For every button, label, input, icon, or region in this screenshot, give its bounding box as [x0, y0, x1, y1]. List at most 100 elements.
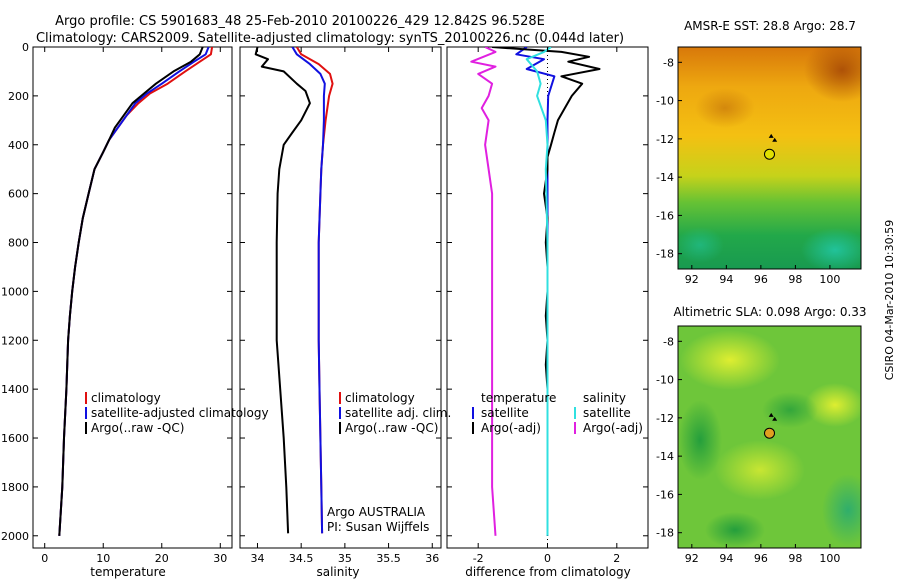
difference-legend-temperature-header: temperature: [481, 391, 556, 405]
difference-legend-temp-argo: Argo(-adj): [481, 421, 541, 435]
difference-series-0-line: [515, 47, 556, 536]
figure-title-line2: Climatology: CARS2009. Satellite-adjuste…: [36, 31, 624, 46]
temperature-series-0-line: [58, 47, 214, 536]
sla_map-xtick-label: 92: [685, 552, 699, 565]
salinity-legend-satellite: satellite adj. clim.: [345, 406, 451, 420]
difference-xtick-label: 2: [613, 552, 620, 565]
difference-xticks: -2 0 2: [473, 47, 620, 565]
difference-series-1-line: [492, 47, 601, 536]
sla_map-float-position-marker: [764, 427, 775, 439]
footer-timestamp: CSIRO 04-Mar-2010 10:30:59: [883, 220, 896, 381]
sla-high-patch-east: [805, 383, 861, 427]
temperature-xlabel: temperature: [90, 565, 165, 579]
salinity-annotation-line2: PI: Susan Wijffels: [327, 520, 429, 534]
sst-map-panel: AMSR-E SST: 28.8 Argo: 28.7 92 94 96 98 100 …: [656, 19, 862, 286]
sla_map-xtick-label: 94: [719, 552, 733, 565]
difference-legend-temp-satellite: satellite: [481, 406, 529, 420]
sst_map-ytick-label: -8: [663, 56, 674, 69]
difference-xtick-label: -2: [473, 552, 484, 565]
temperature-ytick-label: 1600: [1, 432, 29, 445]
sla-low-patch-center: [762, 392, 818, 428]
difference-legend-salinity-header: salinity: [583, 391, 626, 405]
sla-map-markers: [764, 412, 778, 439]
difference-legend-sal-argo: Argo(-adj): [583, 421, 643, 435]
sla_map-ytick-label: -18: [656, 527, 674, 540]
difference-legend-sal-satellite: satellite: [583, 406, 631, 420]
temperature-legend-climatology: climatology: [91, 391, 161, 405]
temperature-legend: climatology satellite-adjusted climatolo…: [85, 391, 269, 435]
temperature-ytick-label: 0: [22, 41, 29, 54]
temperature-ytick-label: 2000: [1, 530, 29, 543]
difference-yticks: [447, 46, 648, 537]
sla-heatmap-field: [678, 326, 861, 548]
salinity-annotation-line1: Argo AUSTRALIA: [327, 505, 426, 519]
salinity-series-2-line: [254, 47, 311, 534]
sla_map-ytick-label: -16: [656, 488, 674, 501]
temperature-ytick-label: 200: [8, 90, 29, 103]
sla-high-patch-south: [715, 440, 805, 500]
difference-panel: -2 0 2 difference from climatology tempera…: [446, 46, 649, 579]
sst_map-float-position-marker: [764, 148, 775, 160]
salinity-axes-frame: [239, 46, 442, 549]
sla-low-patch-southeast: [822, 474, 861, 546]
temperature-ytick-label: 800: [8, 237, 29, 250]
temperature-xtick-label: 0: [41, 552, 48, 565]
sst-map-yticks: -8 -10 -12 -14 -16 -18: [656, 56, 682, 261]
temperature-series-1-line: [58, 47, 210, 536]
temperature-xtick-label: 10: [96, 552, 110, 565]
salinity-yticks: [240, 46, 441, 537]
sla-low-patch-west: [678, 400, 722, 480]
sla-low-patch-south: [705, 512, 765, 548]
sla-map-yticks: -8 -10 -12 -14 -16 -18: [656, 335, 682, 540]
temperature-ytick-label: 1400: [1, 383, 29, 396]
sst_map-ytick-label: -14: [656, 171, 674, 184]
temperature-legend-argo: Argo(..raw -QC): [91, 421, 184, 435]
sst-map-markers: [764, 133, 778, 160]
temperature-axes-frame: [32, 46, 233, 549]
sla-map-frame: [677, 325, 862, 549]
sla-map-title: Altimetric SLA: 0.098 Argo: 0.33: [673, 305, 866, 319]
salinity-xlabel: salinity: [316, 565, 359, 579]
salinity-legend-climatology: climatology: [345, 391, 415, 405]
sst_map-xtick-label: 100: [819, 273, 840, 286]
sla-map-xticks: 92 94 96 98 100: [685, 544, 840, 565]
sst_map-prior-position-marker: [768, 133, 774, 138]
sst_map-ytick-label: -12: [656, 133, 674, 146]
sla_map-ytick-label: -8: [663, 335, 674, 348]
sla_map-ytick-label: -12: [656, 412, 674, 425]
sla_map-xtick-label: 98: [788, 552, 802, 565]
salinity-legend-argo: Argo(..raw -QC): [345, 421, 438, 435]
sst_map-ytick-label: -10: [656, 95, 674, 108]
temperature-xticks: 0 10 20 30: [41, 47, 227, 565]
temperature-series-group: [58, 47, 214, 536]
difference-series-3-line: [470, 47, 497, 536]
sla_map-ytick-label: -10: [656, 374, 674, 387]
sst-heatmap-field: [678, 47, 861, 269]
difference-legend: temperature satellite Argo(-adj) salinit…: [472, 391, 643, 435]
sst-cool-patch: [801, 228, 861, 269]
temperature-ytick-label: 1200: [1, 334, 29, 347]
sst-warm-patch-west: [695, 88, 755, 128]
salinity-series-group: [254, 47, 334, 534]
temperature-ytick-label: 1800: [1, 481, 29, 494]
sst-warm-patch: [804, 47, 861, 102]
sla_map-ytick-label: -14: [656, 450, 674, 463]
sla-high-patch-north: [680, 330, 780, 390]
difference-series-group: [470, 47, 601, 536]
sst_map-xtick-label: 94: [719, 273, 733, 286]
sst-cool-patch-west: [678, 227, 724, 263]
temperature-panel: 0 10 20 30 0 200 400 600 800 1000 1200 1400 1600 180…: [1, 41, 269, 579]
temperature-xtick-label: 20: [155, 552, 169, 565]
sla_map-xtick-label: 96: [754, 552, 768, 565]
sla_map-xtick-label: 100: [819, 552, 840, 565]
salinity-panel: 34 34.5 35 35.5 36 salinity climatology sate…: [239, 46, 451, 579]
difference-xtick-label: 0: [544, 552, 551, 565]
temperature-yticks: 0 200 400 600 800 1000 1200 1400 1600 1800 2000: [1, 41, 232, 543]
sst_map-xtick-label: 98: [788, 273, 802, 286]
salinity-xticks: 34 34.5 35 35.5 36: [250, 47, 439, 565]
sst_map-xtick-label: 96: [754, 273, 768, 286]
temperature-ytick-label: 600: [8, 188, 29, 201]
salinity-xtick-label: 36: [425, 552, 439, 565]
temperature-series-2-line: [58, 47, 204, 536]
